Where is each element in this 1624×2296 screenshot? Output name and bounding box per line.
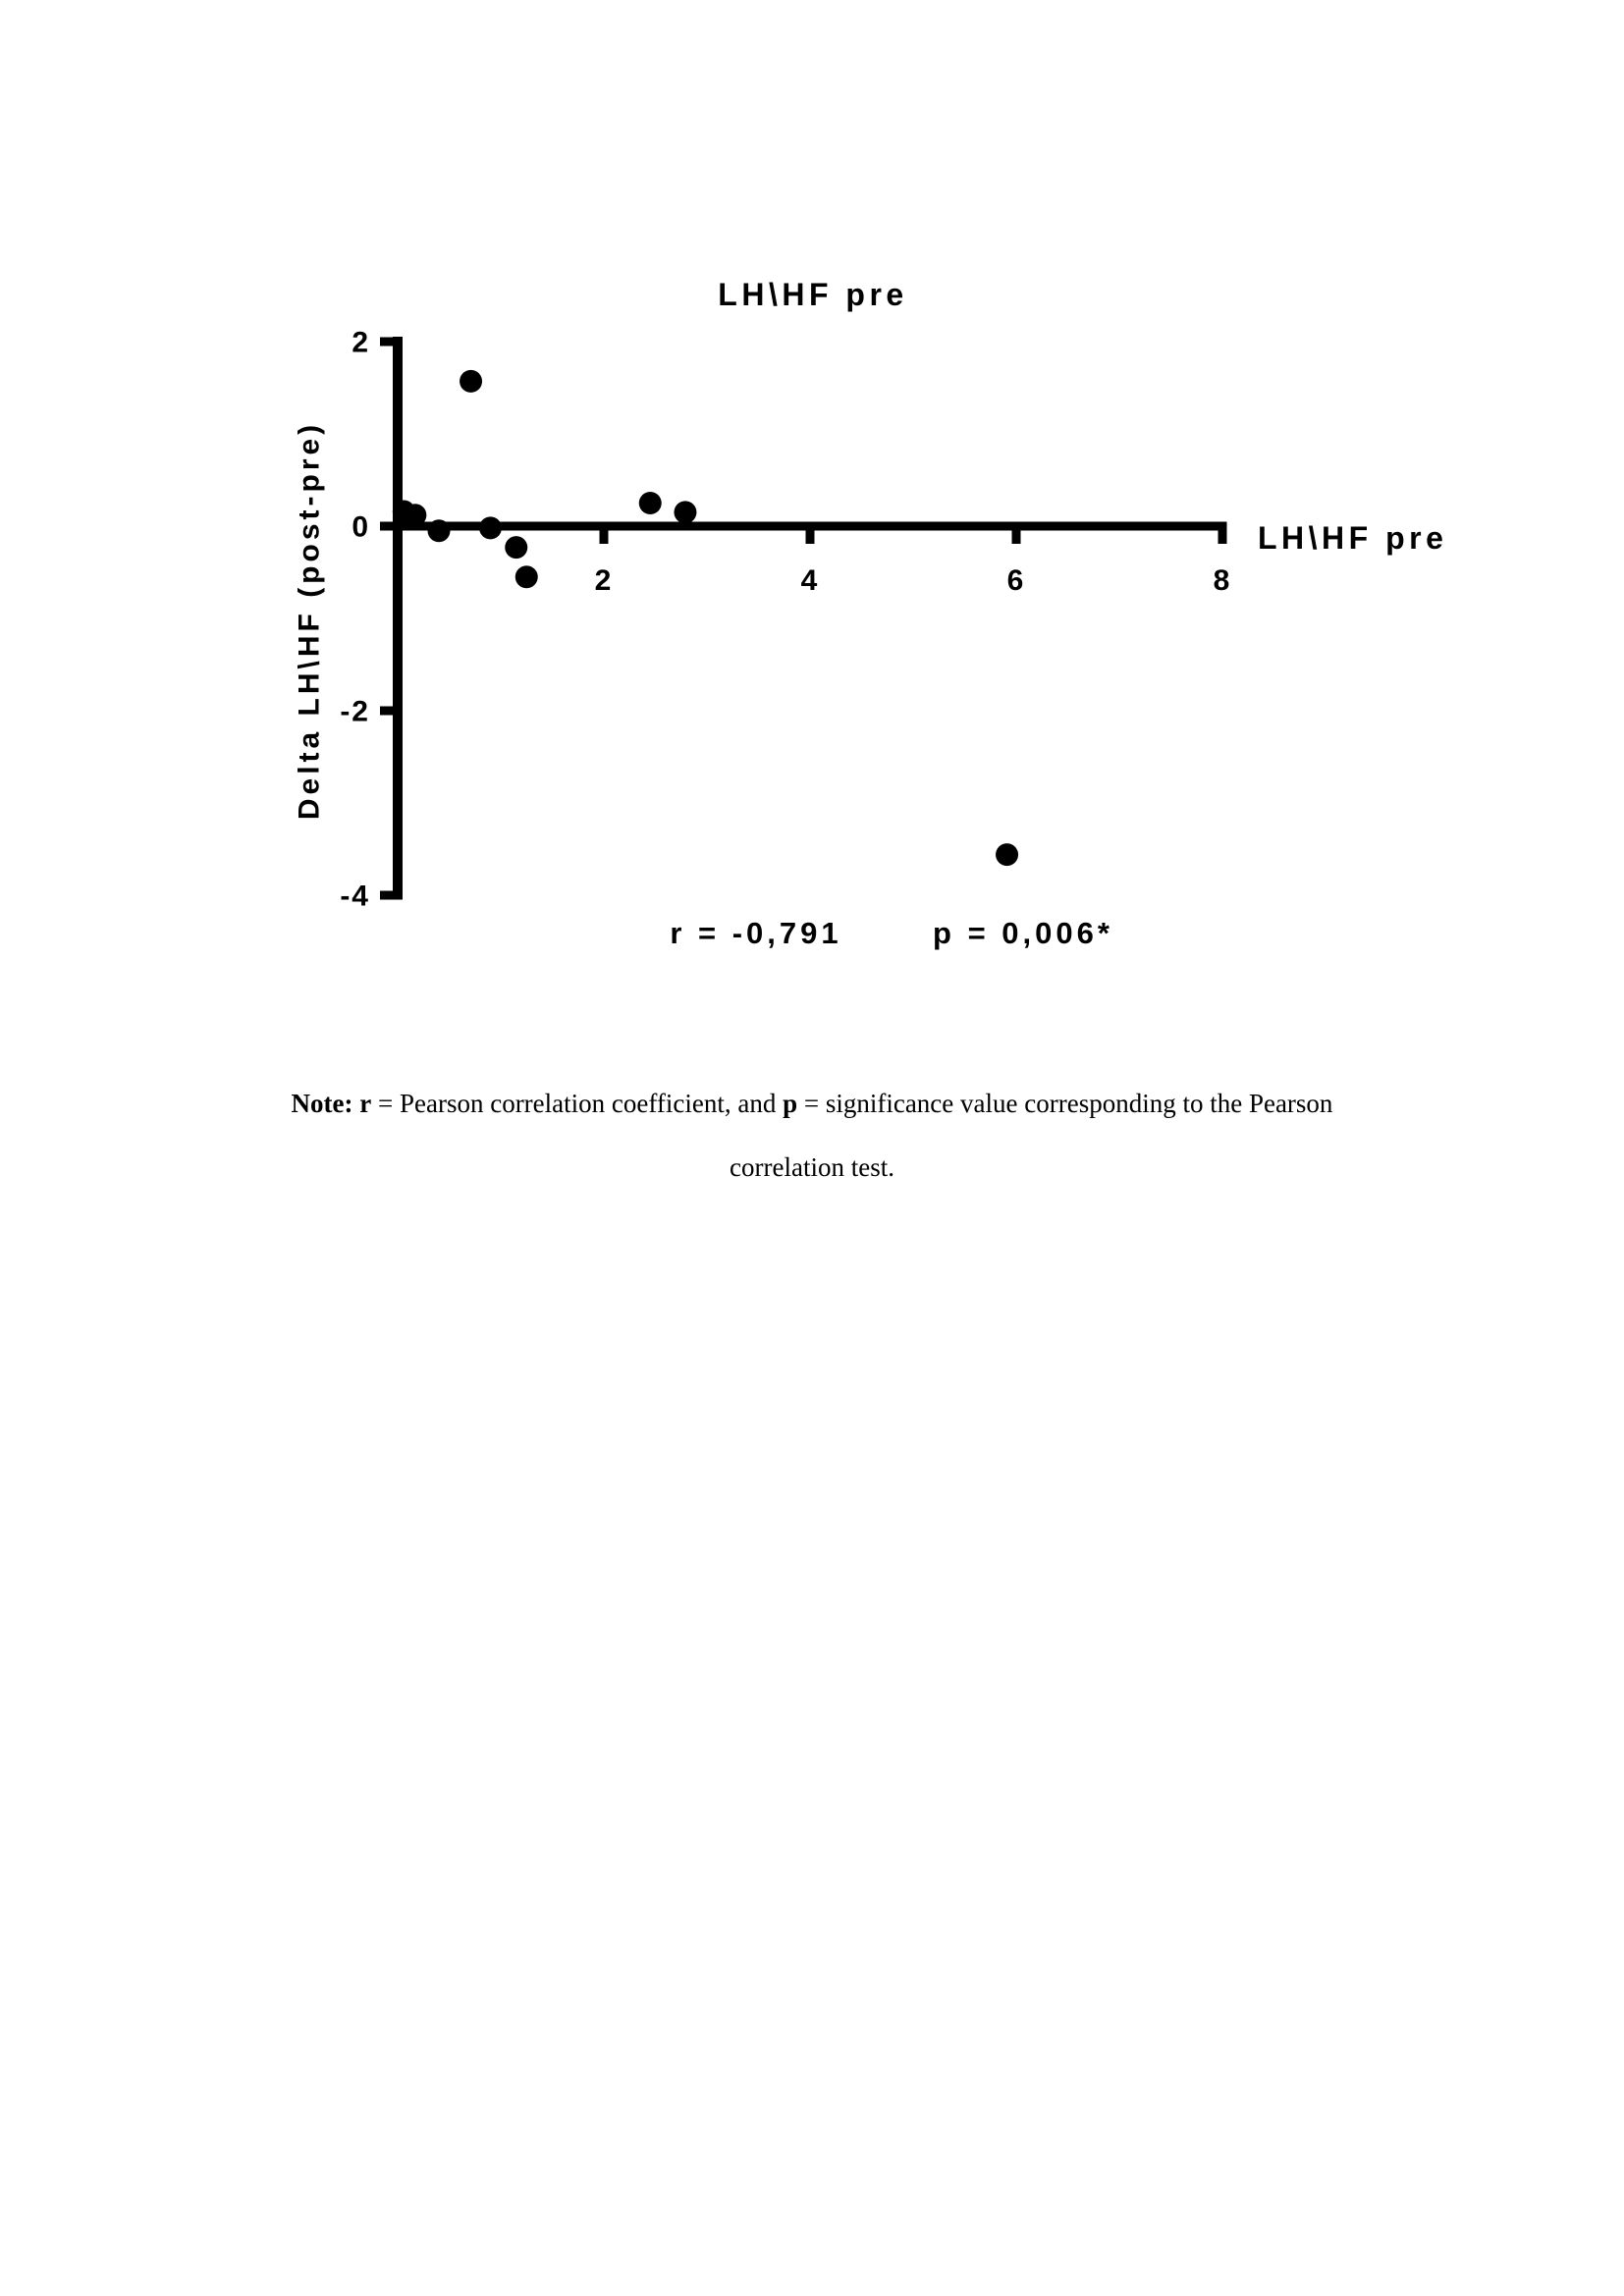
scatter-chart: LH\HF pre Delta LH\HF (post-pre) LH\HF p… bbox=[294, 277, 1447, 950]
data-points bbox=[392, 369, 1019, 867]
axes bbox=[393, 337, 1227, 900]
x-axis-ticks: 2 4 6 8 bbox=[595, 528, 1232, 597]
chart-title: LH\HF pre bbox=[718, 277, 907, 312]
x-tick-label: 2 bbox=[595, 564, 614, 597]
note-text-2: = significance value corresponding to th… bbox=[803, 1089, 1333, 1118]
x-tick-label: 4 bbox=[801, 564, 820, 597]
x-tick-label: 8 bbox=[1214, 564, 1232, 597]
data-point bbox=[505, 536, 528, 560]
data-point bbox=[996, 843, 1019, 867]
data-point bbox=[404, 504, 427, 527]
note-label: Note: bbox=[291, 1089, 353, 1118]
note-text-1: = Pearson correlation coefficient, and bbox=[378, 1089, 777, 1118]
x-axis-right-label: LH\HF pre bbox=[1258, 520, 1447, 556]
y-tick-label: -2 bbox=[340, 696, 370, 728]
data-point bbox=[638, 492, 662, 514]
note-r-symbol: r bbox=[359, 1089, 372, 1118]
y-axis-ticks: 2 0 -2 -4 bbox=[340, 327, 399, 913]
x-tick-label: 6 bbox=[1007, 564, 1026, 597]
stats-r-value: r = -0,791 bbox=[670, 916, 841, 950]
data-point bbox=[427, 519, 451, 543]
note-line-2: correlation test. bbox=[730, 1152, 894, 1182]
y-tick-label: 0 bbox=[352, 511, 370, 544]
y-tick-label: -4 bbox=[340, 881, 370, 913]
data-point bbox=[479, 516, 502, 540]
figure-note: Note: r = Pearson correlation coefficien… bbox=[0, 1072, 1624, 1200]
data-point bbox=[460, 369, 483, 393]
note-line-1: Note: r = Pearson correlation coefficien… bbox=[0, 1072, 1624, 1136]
y-tick-label: 2 bbox=[352, 327, 370, 359]
y-axis-label: Delta LH\HF (post-pre) bbox=[294, 421, 326, 820]
data-point bbox=[514, 565, 538, 589]
note-p-symbol: p bbox=[783, 1089, 798, 1118]
stats-p-value: p = 0,006* bbox=[933, 916, 1113, 950]
data-point bbox=[674, 501, 697, 524]
